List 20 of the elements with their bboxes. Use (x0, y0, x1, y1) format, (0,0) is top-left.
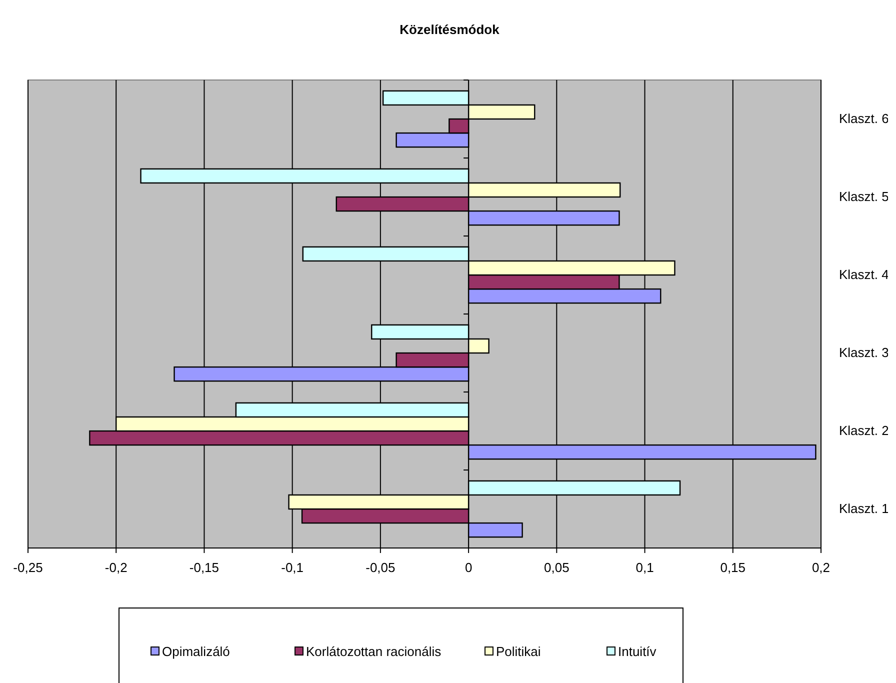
y-tick-label: Klaszt. 6 (839, 111, 889, 126)
x-tick-label: -0,2 (104, 560, 128, 575)
x-tick-label: -0,1 (281, 560, 304, 575)
y-tick-label: Klaszt. 2 (839, 423, 889, 438)
x-tick-label: 0,2 (812, 560, 830, 575)
x-tick-label: 0,15 (720, 560, 746, 575)
y-tick-label: Klaszt. 1 (839, 501, 889, 516)
legend-label: Politikai (496, 644, 541, 659)
x-tick-label: -0,05 (366, 560, 396, 575)
chart-title: Közelítésmódok (400, 22, 500, 37)
legend-label: Intuitív (618, 644, 657, 659)
y-tick-label: Klaszt. 3 (839, 345, 889, 360)
x-tick-label: 0 (464, 560, 472, 575)
legend-label: Opimalizáló (162, 644, 230, 659)
y-tick-label: Klaszt. 5 (839, 189, 889, 204)
legend-label: Korlátozottan racionális (306, 644, 442, 659)
x-tick-label: 0,1 (636, 560, 654, 575)
x-tick-label: -0,25 (13, 560, 43, 575)
x-tick-label: -0,15 (189, 560, 220, 575)
x-tick-label: 0,05 (544, 560, 570, 575)
